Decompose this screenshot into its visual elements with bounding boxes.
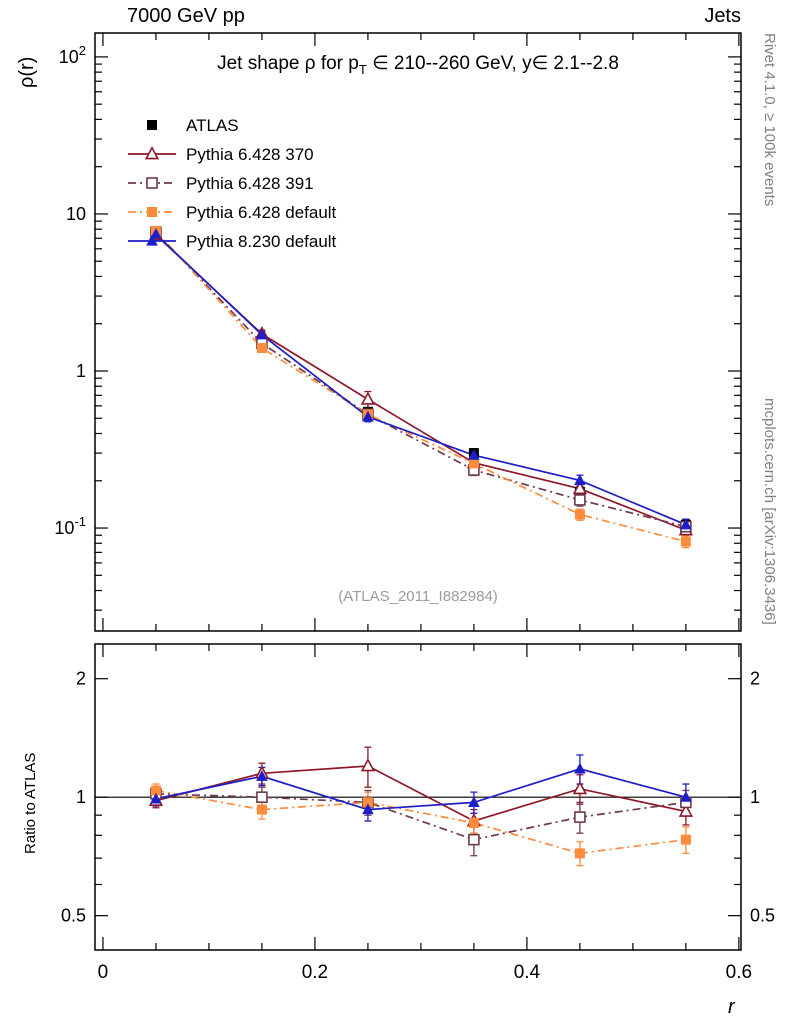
plot-title-pre: Jet shape ρ for p — [217, 53, 359, 74]
watermark-label: (ATLAS_2011_I882984) — [338, 588, 498, 605]
beam-energy-label: 7000 GeV pp — [127, 5, 245, 27]
svg-text:102: 102 — [59, 43, 86, 67]
plot-title-sub: T — [358, 61, 367, 77]
plot-title-post: ∈ 210--260 GeV, y∈ 2.1--2.8 — [366, 53, 619, 74]
svg-text:1: 1 — [750, 787, 760, 807]
svg-text:2: 2 — [76, 669, 86, 689]
process-label: Jets — [704, 5, 741, 27]
rivet-version-label: Rivet 4.1.0, ≥ 100k events — [761, 33, 778, 207]
svg-text:10: 10 — [66, 204, 86, 224]
svg-text:10-1: 10-1 — [54, 514, 86, 538]
svg-text:1: 1 — [76, 787, 86, 807]
y-axis-title-ratio: Ratio to ATLAS — [22, 752, 39, 854]
svg-text:0.5: 0.5 — [750, 906, 775, 926]
x-axis-title: r — [728, 996, 735, 1018]
svg-text:0: 0 — [98, 962, 109, 983]
svg-text:2: 2 — [750, 669, 760, 689]
svg-text:Pythia 8.230 default: Pythia 8.230 default — [186, 232, 337, 251]
svg-text:ATLAS: ATLAS — [186, 116, 239, 135]
svg-text:Pythia 6.428 370: Pythia 6.428 370 — [186, 145, 314, 164]
svg-text:Pythia 6.428 default: Pythia 6.428 default — [186, 203, 337, 222]
svg-text:0.6: 0.6 — [726, 962, 752, 983]
plot-title: Jet shape ρ for pT ∈ 210--260 GeV, y∈ 2.… — [95, 52, 741, 77]
svg-text:1: 1 — [76, 361, 86, 381]
y-axis-title-main: ρ(r) — [16, 56, 38, 88]
mcplots-reference-label: mcplots.cern.ch [arXiv:1306.3436] — [761, 398, 778, 625]
svg-text:0.5: 0.5 — [61, 906, 86, 926]
svg-text:0.2: 0.2 — [302, 962, 328, 983]
svg-text:0.4: 0.4 — [514, 962, 541, 983]
svg-text:Pythia 6.428 391: Pythia 6.428 391 — [186, 174, 314, 193]
